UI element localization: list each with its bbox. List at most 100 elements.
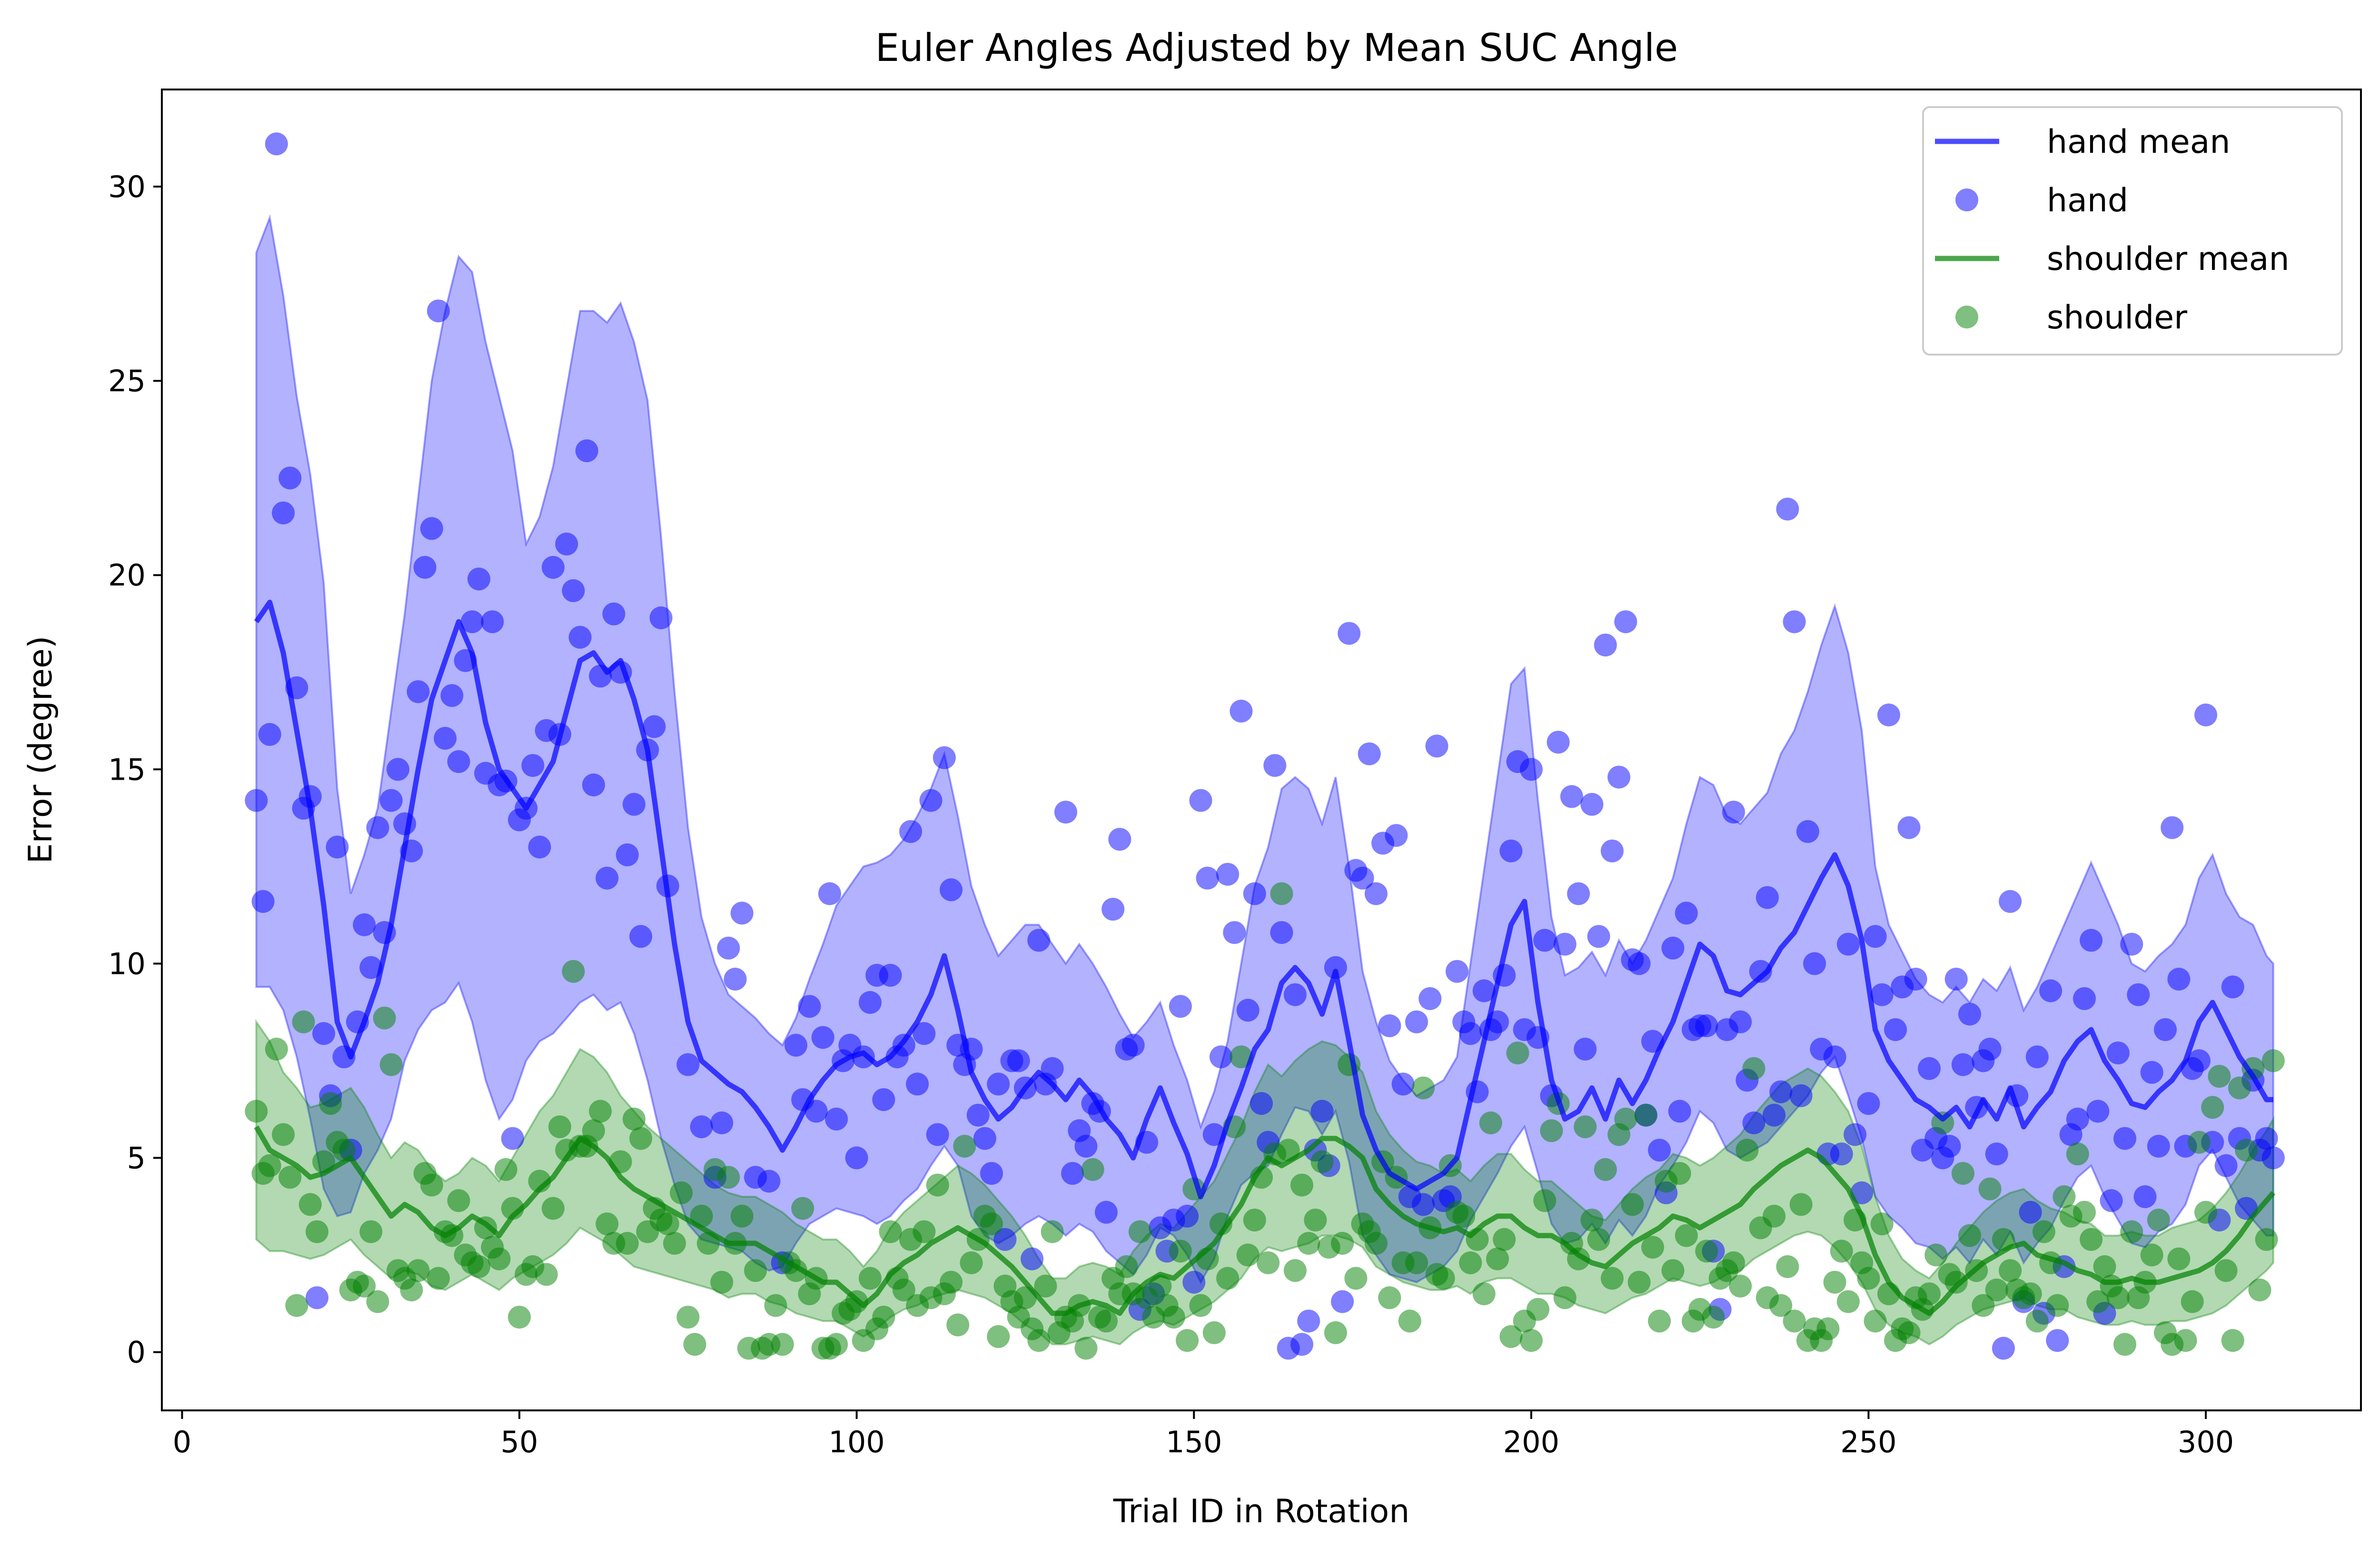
shoulder-point — [1951, 1162, 1974, 1185]
shoulder-point — [872, 1306, 895, 1329]
shoulder-point — [1918, 1282, 1941, 1306]
shoulder-point — [2106, 1286, 2130, 1309]
shoulder-point — [2261, 1049, 2285, 1072]
hand-point — [2147, 1135, 2170, 1158]
hand-point — [932, 746, 956, 769]
shoulder-point — [1527, 1298, 1549, 1321]
shoulder-point — [2019, 1282, 2042, 1306]
shoulder-point — [582, 1119, 605, 1142]
legend-shoulder-mean-label: shoulder mean — [2047, 240, 2290, 278]
hand-point — [1938, 1135, 1961, 1158]
hand-point — [1095, 1200, 1118, 1224]
hand-point — [1547, 731, 1570, 754]
hand-point — [906, 1072, 929, 1096]
shoulder-point — [683, 1333, 706, 1356]
hand-point — [1054, 801, 1077, 824]
hand-point — [1405, 1010, 1428, 1033]
hand-point — [2255, 1127, 2278, 1150]
hand-point — [481, 610, 504, 634]
shoulder-point — [373, 1006, 396, 1030]
shoulder-point — [1202, 1321, 1226, 1344]
hand-point — [1580, 793, 1604, 816]
hand-point — [2261, 1146, 2285, 1170]
y-tick-label: 15 — [108, 752, 146, 787]
shoulder-point — [292, 1010, 315, 1033]
shoulder-point — [926, 1173, 949, 1197]
hand-point — [1742, 1111, 1765, 1134]
hand-point — [2080, 929, 2103, 952]
shoulder-point — [2086, 1290, 2110, 1313]
shoulder-point — [1432, 1267, 1455, 1290]
shoulder-point — [1783, 1309, 1806, 1333]
x-axis-label: Trial ID in Rotation — [1113, 1493, 1410, 1530]
shoulder-point — [447, 1189, 470, 1212]
shoulder-point — [1519, 1329, 1543, 1352]
shoulder-point — [1621, 1193, 1644, 1216]
hand-point — [926, 1123, 949, 1146]
hand-point — [811, 1026, 834, 1049]
hand-point — [1182, 1270, 1206, 1294]
shoulder-point — [1364, 1232, 1388, 1255]
hand-point — [1864, 925, 1887, 948]
hand-point — [1027, 929, 1051, 952]
shoulder-point — [508, 1306, 531, 1329]
x-tick-label: 50 — [501, 1425, 538, 1459]
shoulder-point — [1675, 1224, 1698, 1247]
hand-point — [2187, 1049, 2211, 1072]
hand-point — [1459, 1022, 1482, 1045]
shoulder-point — [2194, 1200, 2217, 1224]
shoulder-point — [359, 1220, 383, 1243]
hand-point — [2154, 1018, 2177, 1041]
shoulder-point — [1830, 1240, 1853, 1263]
hand-point — [993, 1228, 1017, 1251]
hand-point — [825, 1107, 848, 1131]
hand-point — [623, 793, 645, 816]
shoulder-point — [1378, 1286, 1401, 1309]
shoulder-point — [2167, 1247, 2191, 1270]
plot-frame — [161, 89, 2362, 1411]
hand-point — [413, 555, 436, 579]
hand-point — [467, 567, 491, 591]
hand-point — [717, 936, 740, 960]
shoulder-point — [1027, 1329, 1051, 1352]
legend: hand mean hand shoulder mean shoulder — [1922, 106, 2343, 356]
shoulder-point — [1776, 1255, 1799, 1278]
hand-point — [690, 1115, 713, 1139]
hand-point — [568, 625, 592, 649]
hand-point — [2086, 1100, 2110, 1123]
shoulder-point — [2201, 1096, 2224, 1119]
shoulder-point — [1972, 1294, 1995, 1317]
hand-point — [1999, 890, 2022, 913]
hand-point — [629, 925, 653, 948]
shoulder-point — [940, 1270, 963, 1294]
hand-point — [1210, 1045, 1232, 1069]
hand-point — [501, 1127, 524, 1150]
hand-point — [1587, 925, 1610, 948]
shoulder-point — [1169, 1240, 1192, 1263]
hand-point — [1519, 758, 1543, 781]
shoulder-point — [1230, 1045, 1253, 1069]
hand-point — [306, 1286, 328, 1309]
hand-point — [1230, 699, 1253, 723]
hand-mean-line — [254, 599, 2273, 1200]
shoulder-point — [1823, 1270, 1846, 1294]
hand-point — [379, 789, 403, 812]
shoulder-point — [353, 1274, 376, 1298]
shoulder-point — [2080, 1228, 2103, 1251]
shoulder-point — [623, 1107, 645, 1131]
shoulder-point — [1735, 1139, 1759, 1162]
y-axis-label: Error (degree) — [22, 636, 60, 864]
hand-point — [1446, 960, 1468, 983]
shoulder-point — [1944, 1270, 1968, 1294]
shoulder-mean-line — [254, 1125, 2275, 1316]
shoulder-point — [1304, 1209, 1327, 1232]
hand-point — [460, 610, 484, 634]
hand-point — [2025, 1045, 2049, 1069]
hand-point — [2073, 987, 2096, 1010]
hand-point — [980, 1162, 1003, 1185]
shoulder-point — [663, 1232, 686, 1255]
x-tick-label: 250 — [1840, 1425, 1896, 1459]
shoulder-point — [987, 1325, 1010, 1348]
shoulder-point — [953, 1135, 976, 1158]
